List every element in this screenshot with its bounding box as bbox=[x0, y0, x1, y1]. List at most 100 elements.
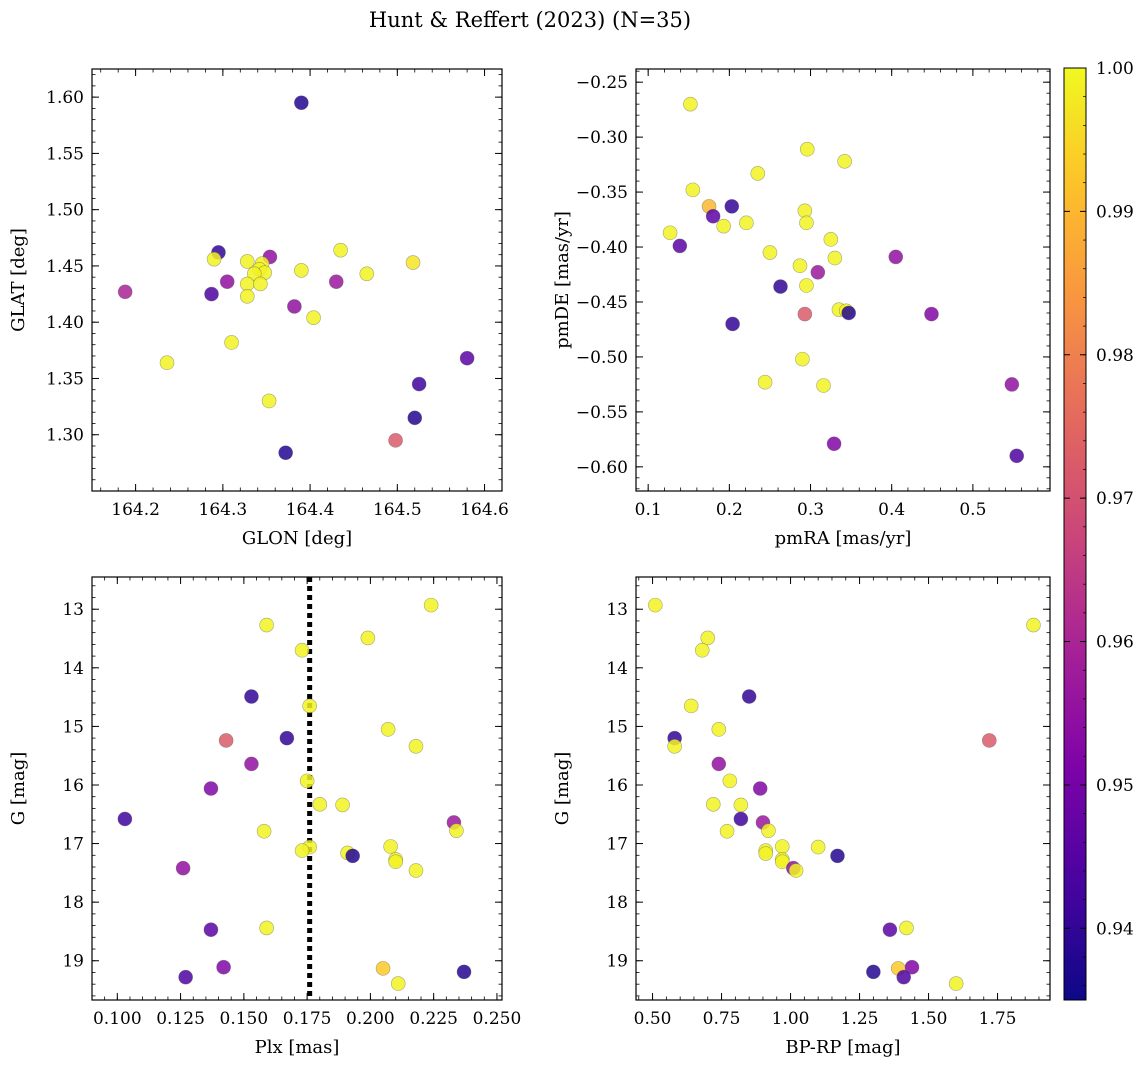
y-tick-label: 1.45 bbox=[46, 257, 84, 277]
scatter-point bbox=[423, 597, 439, 613]
scatter-point bbox=[383, 839, 398, 854]
panel-p3: 0.100 0.125 0.150 0.175 0.200 0.225 0.250 13 14 1… bbox=[8, 576, 522, 1058]
scatter-point bbox=[816, 378, 831, 393]
x-tick-label: 0.200 bbox=[346, 1009, 395, 1029]
scatter-point bbox=[711, 756, 727, 772]
y-tick-label: −0.40 bbox=[576, 238, 628, 258]
y-tick-label: −0.35 bbox=[576, 183, 628, 203]
scatter-point bbox=[203, 781, 219, 796]
scatter-point bbox=[761, 823, 776, 838]
panel-p2: 0.1 0.2 0.3 0.4 0.5 −0.60 −0.55 −0.50 −0.45 −0.40… bbox=[552, 68, 1051, 549]
scatter-point bbox=[758, 846, 774, 861]
y-tick-label: 13 bbox=[606, 600, 628, 620]
scatter-point bbox=[705, 208, 721, 224]
scatter-point bbox=[216, 959, 231, 975]
scatter-point bbox=[294, 263, 309, 278]
scatter-point bbox=[218, 733, 234, 748]
scatter-point bbox=[411, 376, 427, 392]
x-tick-label: 0.125 bbox=[156, 1009, 205, 1029]
x-axis-label: BP-RP [mag] bbox=[785, 1037, 900, 1058]
x-tick-label: 0.50 bbox=[634, 1009, 672, 1029]
x-tick-label: 0.2 bbox=[716, 500, 743, 520]
scatter-point bbox=[810, 839, 826, 855]
scatter-point bbox=[375, 961, 391, 976]
y-tick-label: 1.50 bbox=[46, 201, 84, 221]
scatter-point bbox=[333, 242, 348, 258]
figure-title: Hunt & Reffert (2023) (N=35) bbox=[369, 8, 691, 32]
scatter-point bbox=[279, 730, 295, 746]
y-tick-label: 1.30 bbox=[46, 426, 84, 446]
scatter-point bbox=[757, 374, 773, 390]
scatter-point bbox=[826, 436, 842, 452]
scatter-point bbox=[795, 351, 810, 367]
y-tick-label: −0.45 bbox=[576, 293, 628, 313]
scatter-point bbox=[408, 739, 424, 754]
scatter-point bbox=[799, 215, 814, 231]
y-tick-label: −0.60 bbox=[576, 458, 628, 478]
scatter-point bbox=[722, 773, 738, 789]
y-tick-label: 1.35 bbox=[46, 369, 84, 389]
scatter-point bbox=[797, 306, 813, 322]
y-tick-label: −0.50 bbox=[576, 348, 628, 368]
scatter-point bbox=[750, 166, 766, 181]
y-axis-label: pmDE [mas/yr] bbox=[552, 211, 573, 349]
scatter-point bbox=[1026, 617, 1041, 633]
scatter-point bbox=[694, 642, 710, 658]
x-tick-label: 0.150 bbox=[220, 1009, 269, 1029]
scatter-point bbox=[888, 249, 904, 265]
scatter-point bbox=[294, 843, 310, 858]
scatter-point bbox=[259, 920, 274, 936]
scatter-point bbox=[752, 781, 768, 796]
scatter-point bbox=[725, 316, 740, 332]
y-tick-label: 15 bbox=[606, 717, 628, 737]
y-axis-label: G [mag] bbox=[552, 752, 573, 825]
scatter-point bbox=[1004, 377, 1020, 392]
scatter-point bbox=[899, 920, 914, 936]
y-tick-label: 15 bbox=[62, 717, 84, 737]
scatter-point bbox=[405, 255, 421, 270]
scatter-point bbox=[117, 284, 133, 300]
x-tick-label: 0.1 bbox=[635, 500, 662, 520]
scatter-point bbox=[882, 922, 898, 937]
colorbar-tick-label: 0.95 bbox=[1096, 776, 1134, 796]
axes-frame bbox=[91, 576, 503, 1001]
scatter-point bbox=[810, 265, 826, 280]
scatter-point bbox=[719, 823, 735, 839]
scatter-point bbox=[175, 860, 191, 876]
y-axis-label: GLAT [deg] bbox=[8, 228, 29, 332]
scatter-point bbox=[259, 617, 274, 633]
scatter-point bbox=[159, 355, 175, 371]
colorbar-tick-label: 0.94 bbox=[1096, 919, 1134, 939]
scatter-point bbox=[302, 698, 317, 714]
scatter-point bbox=[359, 266, 375, 282]
scatter-point bbox=[797, 203, 813, 219]
scatter-point bbox=[667, 739, 682, 754]
scatter-point bbox=[711, 722, 727, 737]
y-axis-label: G [mag] bbox=[8, 752, 29, 825]
y-tick-label: −0.25 bbox=[576, 73, 628, 93]
scatter-point bbox=[306, 310, 321, 325]
scatter-point bbox=[294, 95, 309, 111]
scatter-point bbox=[685, 182, 701, 198]
panel-p1: 164.2 164.3 164.4 164.5 164.6 1.30 1.35 1.40 1.4… bbox=[8, 68, 509, 549]
scatter-point bbox=[219, 274, 235, 289]
scatter-point bbox=[388, 854, 404, 870]
scatter-point bbox=[948, 976, 964, 991]
y-tick-label: 17 bbox=[606, 835, 628, 855]
scatter-point bbox=[335, 797, 350, 813]
colorbar-tick-label: 0.96 bbox=[1096, 633, 1134, 653]
x-tick-label: 164.6 bbox=[460, 500, 509, 520]
scatter-point bbox=[739, 215, 754, 231]
y-tick-label: 17 bbox=[62, 835, 84, 855]
x-axis-label: pmRA [mas/yr] bbox=[775, 528, 912, 549]
scatter-point bbox=[683, 96, 698, 112]
colorbar-tick-label: 0.99 bbox=[1096, 202, 1134, 222]
scatter-point bbox=[407, 410, 423, 426]
y-tick-label: 19 bbox=[606, 952, 628, 972]
x-tick-label: 0.4 bbox=[878, 500, 905, 520]
y-tick-label: 1.55 bbox=[46, 144, 84, 164]
scatter-point bbox=[117, 811, 133, 827]
x-tick-label: 0.250 bbox=[473, 1009, 522, 1029]
scatter-point bbox=[724, 199, 740, 214]
scatter-point bbox=[774, 839, 790, 854]
